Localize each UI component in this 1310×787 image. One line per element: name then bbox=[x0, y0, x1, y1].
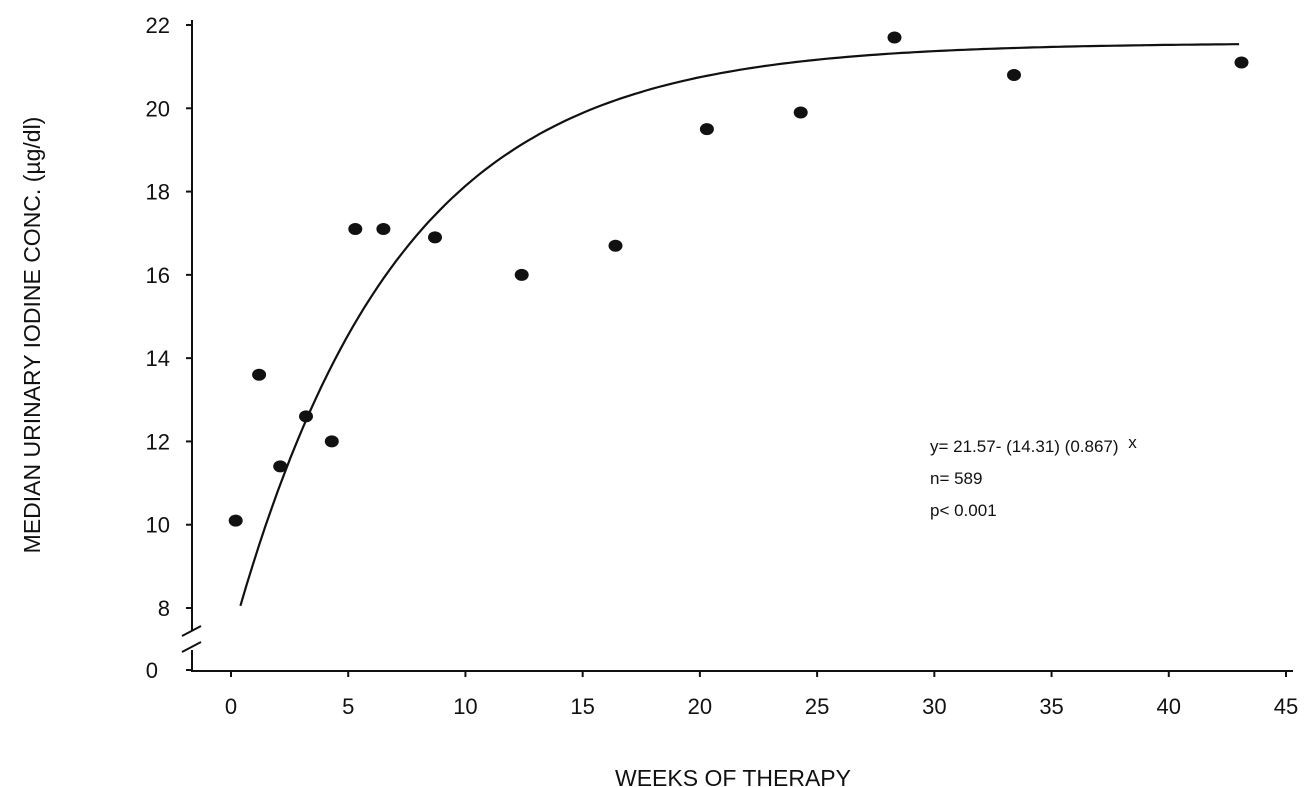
data-point bbox=[1007, 69, 1021, 81]
y-break-label: 0 bbox=[146, 658, 158, 683]
y-tick-label: 14 bbox=[146, 346, 170, 371]
data-point bbox=[514, 268, 529, 281]
y-axis-title: MEDIAN URINARY IODINE CONC. (µg/dl) bbox=[19, 117, 45, 554]
x-tick-label: 40 bbox=[1157, 694, 1181, 719]
y-tick-label: 8 bbox=[158, 596, 170, 621]
x-tick-label: 20 bbox=[688, 694, 712, 719]
x-tick-label: 35 bbox=[1039, 694, 1063, 719]
data-point bbox=[376, 223, 391, 235]
data-point bbox=[299, 410, 313, 423]
fit-equation-main: y= 21.57- (14.31) (0.867) bbox=[930, 437, 1119, 456]
x-axis-title: WEEKS OF THERAPY bbox=[615, 765, 851, 787]
x-tick-label: 45 bbox=[1274, 694, 1298, 719]
data-point bbox=[887, 31, 902, 44]
x-tick-label: 25 bbox=[805, 694, 829, 719]
p-value-label: p< 0.001 bbox=[930, 501, 997, 520]
x-tick-label: 30 bbox=[922, 694, 946, 719]
sample-size-label: n= 589 bbox=[930, 469, 982, 488]
data-point bbox=[608, 239, 623, 252]
x-tick-label: 0 bbox=[225, 694, 237, 719]
x-tick-label: 5 bbox=[342, 694, 354, 719]
data-points bbox=[228, 31, 1249, 527]
y-tick-label: 22 bbox=[146, 13, 170, 38]
y-ticks: 8 10 12 14 16 18 20 22 bbox=[146, 13, 192, 621]
x-ticks: 0 5 10 15 20 25 30 35 40 45 bbox=[225, 671, 1298, 719]
fit-curve bbox=[239, 43, 1240, 607]
data-point bbox=[699, 123, 714, 136]
y-axis-break-mark bbox=[181, 625, 202, 653]
y-tick-label: 12 bbox=[146, 429, 170, 454]
data-point bbox=[228, 514, 243, 527]
x-tick-label: 10 bbox=[453, 694, 477, 719]
y-tick-label: 16 bbox=[146, 263, 170, 288]
y-tick-label: 18 bbox=[146, 180, 170, 205]
data-point bbox=[793, 106, 808, 119]
y-tick-label: 20 bbox=[146, 96, 170, 121]
x-tick-label: 15 bbox=[570, 694, 594, 719]
data-point bbox=[324, 435, 339, 448]
fit-equation: y= 21.57- (14.31) (0.867) x bbox=[930, 433, 1137, 456]
data-point bbox=[348, 223, 363, 235]
y-tick-label: 10 bbox=[146, 513, 170, 538]
data-point bbox=[428, 231, 442, 244]
data-point bbox=[273, 460, 288, 473]
fit-equation-exponent: x bbox=[1128, 433, 1137, 452]
fit-annotation: y= 21.57- (14.31) (0.867) x n= 589 p< 0.… bbox=[930, 433, 1137, 520]
y-axis: 0 bbox=[146, 20, 202, 683]
data-point bbox=[1234, 56, 1249, 69]
data-point bbox=[252, 368, 267, 381]
